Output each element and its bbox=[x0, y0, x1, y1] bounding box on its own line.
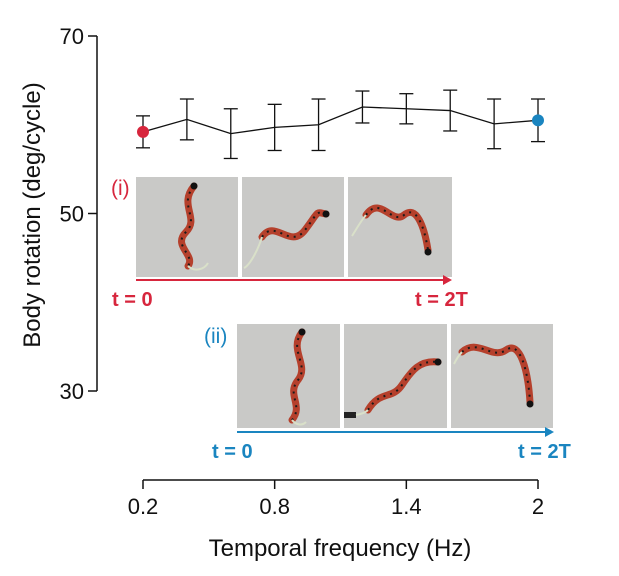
y-tick-label: 50 bbox=[60, 202, 84, 227]
y-tick-label: 30 bbox=[60, 379, 84, 404]
inset-ii: (ii) t = 0 t = 2T bbox=[204, 324, 571, 463]
error-bar bbox=[355, 90, 370, 124]
inset-i: (i) t = 0 t = 2T bbox=[111, 177, 468, 311]
error-bar bbox=[399, 93, 414, 125]
inset-ii-end-label: t = 2T bbox=[518, 441, 571, 463]
inset-i-end-label: t = 2T bbox=[415, 289, 468, 311]
error-bar bbox=[487, 98, 502, 150]
error-bar bbox=[311, 98, 326, 152]
data-point-highlight bbox=[137, 125, 149, 138]
series-line bbox=[142, 106, 539, 135]
inset-ii-start-label: t = 0 bbox=[212, 441, 253, 463]
inset-i-arrowhead bbox=[443, 275, 452, 285]
inset-i-tag: (i) bbox=[111, 177, 130, 200]
y-tick-label: 70 bbox=[60, 24, 84, 49]
inset-ii-frame-1 bbox=[237, 324, 340, 428]
inset-ii-arrowhead bbox=[545, 427, 554, 437]
inset-ii-tag: (ii) bbox=[204, 325, 227, 348]
error-bar bbox=[179, 98, 194, 141]
x-tick-label: 1.4 bbox=[391, 494, 422, 519]
inset-i-start-label: t = 0 bbox=[112, 289, 153, 311]
inset-ii-frame-3 bbox=[451, 324, 553, 428]
error-bar bbox=[443, 89, 458, 132]
inset-i-frame-3 bbox=[348, 177, 452, 277]
x-tick-label: 0.8 bbox=[259, 494, 290, 519]
x-tick-label: 2 bbox=[532, 494, 544, 519]
error-bar bbox=[267, 103, 282, 152]
inset-ii-frame-2 bbox=[344, 324, 447, 428]
x-tick-label: 0.2 bbox=[128, 494, 159, 519]
inset-i-frame-1 bbox=[136, 177, 238, 277]
y-axis-title: Body rotation (deg/cycle) bbox=[19, 82, 46, 347]
inset-i-frame-2 bbox=[242, 177, 344, 277]
x-axis-title: Temporal frequency (Hz) bbox=[209, 535, 472, 562]
data-point-highlight bbox=[532, 114, 544, 127]
error-bar bbox=[223, 108, 238, 160]
